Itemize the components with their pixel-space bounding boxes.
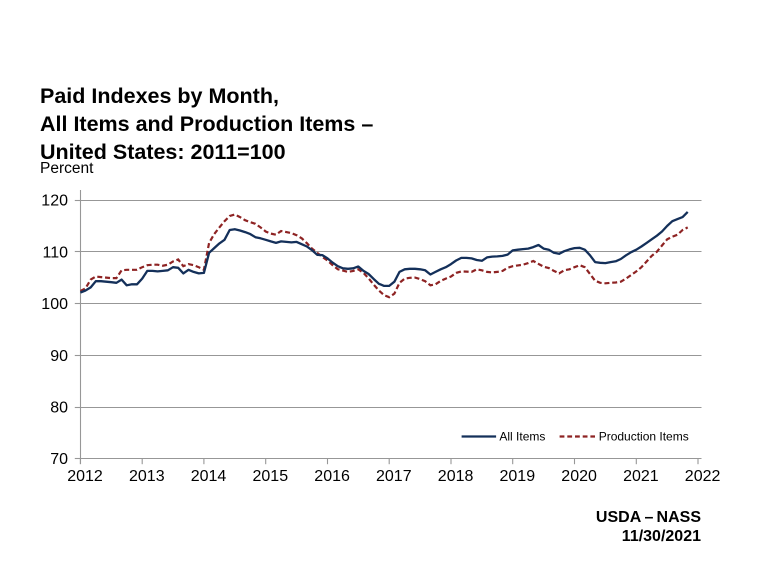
svg-text:2018: 2018 (438, 468, 474, 485)
svg-text:2021: 2021 (623, 468, 659, 485)
svg-text:2017: 2017 (376, 468, 412, 485)
svg-text:2016: 2016 (314, 468, 350, 485)
svg-text:All Items: All Items (499, 429, 545, 443)
svg-text:2014: 2014 (191, 468, 227, 485)
svg-text:90: 90 (50, 348, 68, 365)
svg-text:2012: 2012 (67, 468, 103, 485)
svg-text:2022: 2022 (685, 468, 721, 485)
svg-text:120: 120 (41, 193, 68, 210)
svg-text:Production Items: Production Items (599, 429, 689, 443)
svg-text:70: 70 (50, 451, 68, 468)
svg-text:2013: 2013 (129, 468, 165, 485)
svg-text:100: 100 (41, 296, 68, 313)
svg-text:80: 80 (50, 400, 68, 417)
svg-text:2015: 2015 (253, 468, 289, 485)
svg-text:110: 110 (42, 244, 68, 261)
svg-text:2019: 2019 (500, 468, 536, 485)
svg-text:2020: 2020 (561, 468, 597, 485)
